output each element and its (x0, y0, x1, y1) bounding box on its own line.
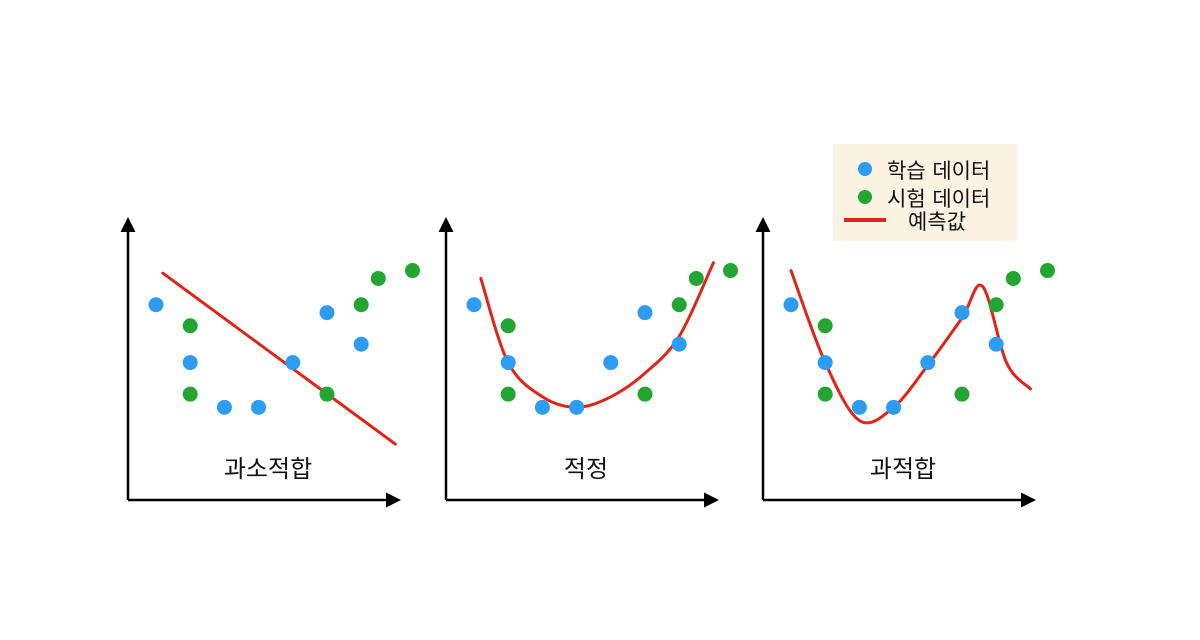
panel-overfit: 과적합 (755, 217, 1055, 508)
test-point-overfit-3 (954, 386, 970, 402)
test-point-overfit-6 (1040, 263, 1055, 279)
train-point-underfit-2 (182, 355, 198, 371)
train-point-good-fit-6 (637, 305, 653, 321)
train-point-overfit-1 (783, 297, 799, 313)
train-point-good-fit-2 (500, 355, 516, 371)
prediction-curve-good-fit (479, 261, 715, 409)
legend-item-test: 시험 데이터 (833, 182, 1017, 211)
legend-item-train: 학습 데이터 (833, 154, 1017, 183)
test-point-underfit-1 (182, 318, 198, 334)
test-point-underfit-2 (182, 386, 198, 402)
train-point-overfit-2 (817, 355, 833, 371)
legend-label-prediction: 예측값 (908, 210, 966, 234)
prediction-line-icon (844, 218, 886, 222)
train-point-underfit-3 (216, 399, 232, 415)
train-point-good-fit-3 (534, 399, 550, 415)
test-point-underfit-5 (370, 270, 386, 286)
legend-label-test: 시험 데이터 (887, 187, 991, 211)
test-point-good-fit-5 (688, 270, 704, 286)
test-point-overfit-1 (817, 318, 833, 334)
legend-label-train: 학습 데이터 (887, 159, 991, 183)
test-point-good-fit-6 (723, 263, 738, 279)
panel-title-overfit: 과적합 (870, 455, 936, 483)
test-point-underfit-3 (319, 386, 335, 402)
train-point-good-fit-4 (569, 399, 585, 415)
panel-good-fit: 적정 (438, 217, 738, 508)
train-point-underfit-1 (148, 297, 164, 313)
train-point-good-fit-5 (603, 355, 619, 371)
train-point-overfit-7 (988, 336, 1004, 352)
train-point-underfit-5 (285, 355, 301, 371)
train-point-underfit-7 (353, 336, 369, 352)
test-point-overfit-5 (1005, 270, 1021, 286)
legend-item-prediction: 예측값 (833, 205, 1017, 234)
test-point-good-fit-2 (500, 386, 516, 402)
test-point-good-fit-1 (500, 318, 516, 334)
train-point-underfit-6 (319, 305, 335, 321)
prediction-curve-underfit (161, 271, 397, 446)
train-point-overfit-4 (886, 399, 902, 415)
train-point-overfit-5 (920, 355, 936, 371)
test-point-good-fit-4 (671, 297, 687, 313)
panel-title-underfit: 과소적합 (224, 455, 312, 483)
train-point-underfit-4 (251, 399, 267, 415)
test-point-overfit-2 (817, 386, 833, 402)
test-marker-icon (858, 190, 872, 204)
train-marker-icon (858, 162, 872, 176)
test-point-underfit-4 (353, 297, 369, 313)
train-point-good-fit-7 (671, 336, 687, 352)
panel-title-good-fit: 적정 (564, 455, 608, 483)
panel-underfit: 과소적합 (120, 217, 420, 508)
legend: 학습 데이터 시험 데이터 예측값 (833, 144, 1017, 241)
test-point-underfit-6 (405, 263, 420, 279)
train-point-good-fit-1 (466, 297, 482, 313)
train-point-overfit-3 (851, 399, 867, 415)
test-point-good-fit-3 (637, 386, 653, 402)
test-point-overfit-4 (988, 297, 1004, 313)
train-point-overfit-6 (954, 305, 970, 321)
